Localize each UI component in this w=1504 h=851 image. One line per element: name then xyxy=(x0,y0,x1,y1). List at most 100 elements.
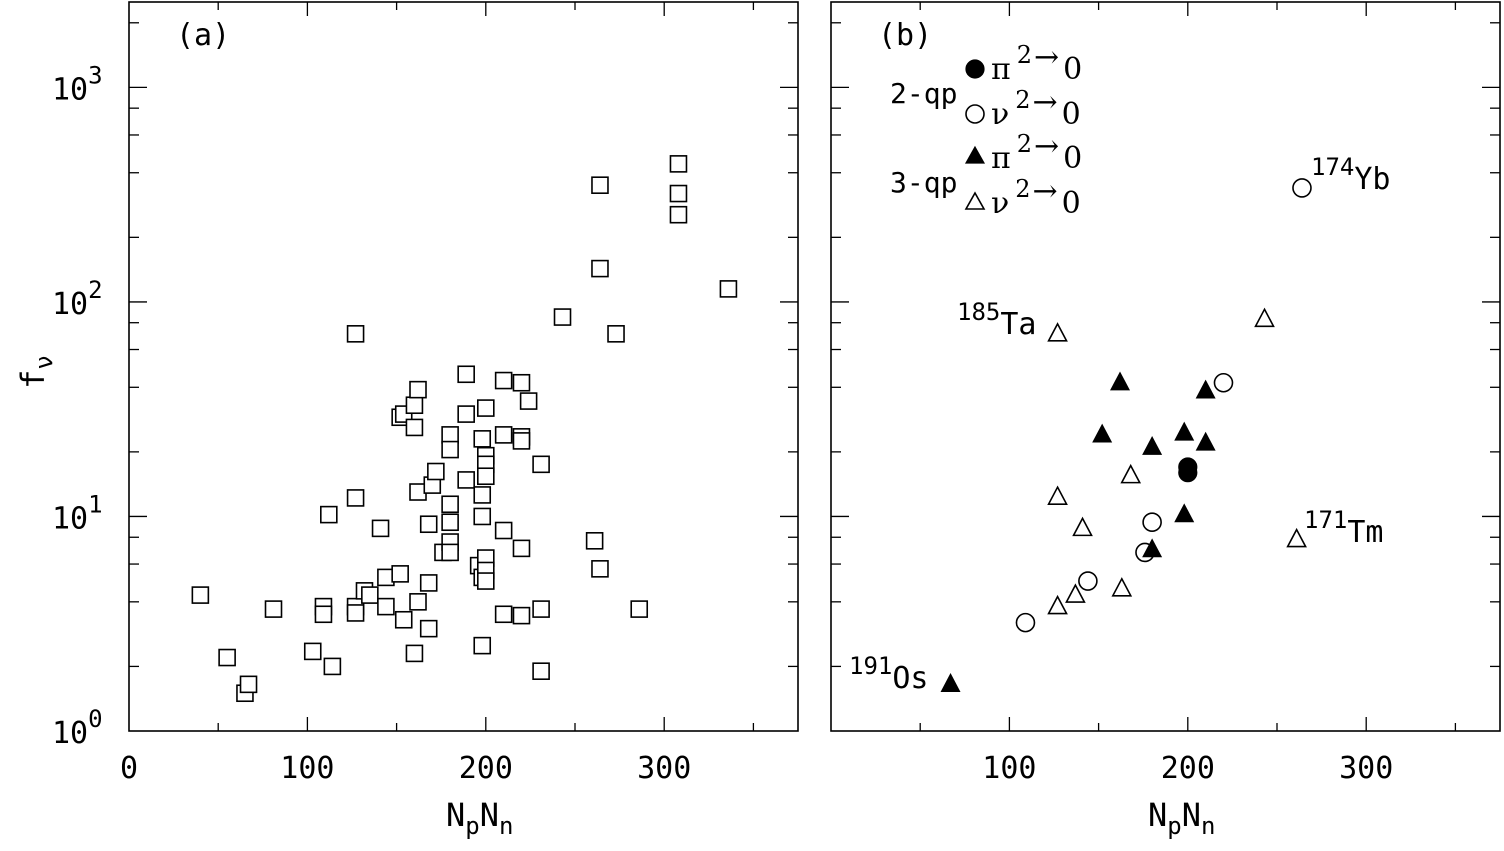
square-point xyxy=(239,675,258,694)
square-point xyxy=(377,597,395,616)
square-point xyxy=(473,486,492,504)
panel-b-label: (b) xyxy=(878,18,932,53)
square-point xyxy=(476,399,495,417)
open-circle-point xyxy=(1078,571,1098,591)
filled-triangle-point xyxy=(940,673,961,692)
legend: 2-qp 3-qp π 2→ 0 ν 2→ 0 π 2→ 0 ν 2→ 0 xyxy=(890,40,1082,221)
panel-a-ticks xyxy=(129,2,798,731)
square-point xyxy=(512,373,531,392)
x-tick-label: 300 xyxy=(637,751,691,786)
x-tick-label: 200 xyxy=(1161,751,1215,786)
square-point xyxy=(346,325,365,343)
panel-b-points xyxy=(940,178,1312,692)
square-point xyxy=(320,505,338,524)
filled-triangle-point xyxy=(1142,436,1163,455)
square-point xyxy=(441,543,459,562)
square-point xyxy=(494,521,513,540)
square-point xyxy=(669,155,688,173)
open-triangle-point xyxy=(1286,527,1307,548)
square-point xyxy=(314,605,333,624)
panel-b-x-axis-label: NpNn xyxy=(1148,796,1215,840)
square-point xyxy=(457,471,475,489)
open-circle-point xyxy=(1142,512,1162,533)
square-point xyxy=(669,184,688,203)
legend-marker-open-circle xyxy=(965,104,985,124)
square-point xyxy=(512,432,531,450)
open-triangle-point xyxy=(1072,516,1093,537)
square-point xyxy=(473,636,492,655)
square-point xyxy=(441,513,459,532)
x-tick-label: 100 xyxy=(982,751,1036,786)
square-point xyxy=(405,644,424,663)
square-point xyxy=(607,325,625,343)
filled-triangle-point xyxy=(1174,503,1195,523)
square-point xyxy=(323,657,342,676)
panel-b-x-tick-labels: 100 200 300 xyxy=(982,751,1393,786)
square-point xyxy=(409,593,427,611)
square-point xyxy=(494,371,513,390)
square-point xyxy=(512,539,531,558)
panel-a-x-axis-label: NpNn xyxy=(446,796,513,840)
square-point xyxy=(441,426,459,444)
square-point xyxy=(512,606,531,625)
filled-triangle-point xyxy=(1174,421,1195,441)
square-point xyxy=(476,467,495,486)
filled-triangle-point xyxy=(1142,538,1163,558)
panel-b: 100 200 300 (b) NpNn 2-qp 3-qp π 2→ 0 ν 2→ 0 π… xyxy=(830,1,1501,840)
open-triangle-point xyxy=(1111,577,1133,597)
panel-a-y-tick-labels: 100 101 102 103 xyxy=(52,61,103,751)
square-point xyxy=(303,642,322,661)
x-tick-label: 300 xyxy=(1339,751,1393,786)
square-point xyxy=(361,586,379,604)
square-point xyxy=(419,574,438,592)
panel-b-frame xyxy=(830,1,1501,732)
open-circle-point xyxy=(1015,612,1036,633)
legend-entry-4: ν 2→ 0 xyxy=(991,174,1081,221)
square-point xyxy=(553,308,572,326)
legend-entry-3: π 2→ 0 xyxy=(991,129,1082,176)
panel-a-frame xyxy=(128,1,799,732)
annotation-171tm: 171Tm xyxy=(1304,506,1383,550)
legend-marker-filled-triangle xyxy=(964,145,986,164)
panel-a-points xyxy=(191,155,738,703)
square-point xyxy=(419,515,438,534)
panel-a-label: (a) xyxy=(176,18,230,53)
square-point xyxy=(669,205,688,224)
square-point xyxy=(532,662,550,680)
square-point xyxy=(585,532,604,550)
square-point xyxy=(405,396,424,415)
square-point xyxy=(391,565,409,583)
filled-triangle-point xyxy=(1195,431,1216,451)
open-triangle-point xyxy=(1047,322,1068,342)
square-point xyxy=(457,405,475,423)
y-tick-label: 102 xyxy=(52,276,103,322)
filled-triangle-point xyxy=(1110,371,1131,391)
annotation-185ta: 185Ta xyxy=(957,298,1036,342)
square-point xyxy=(457,365,475,384)
square-point xyxy=(591,259,609,278)
filled-circle-point xyxy=(1178,463,1198,483)
square-point xyxy=(346,604,365,622)
square-point xyxy=(419,619,438,638)
panel-a: 0 100 200 300 100 101 102 103 (a) NpNn fν xyxy=(14,1,799,840)
square-point xyxy=(532,600,550,618)
open-circle-point xyxy=(1213,372,1234,393)
legend-group-3qp: 3-qp xyxy=(890,166,957,199)
panel-b-ticks xyxy=(831,2,1500,731)
square-point xyxy=(441,495,459,514)
filled-triangle-point xyxy=(1092,423,1113,443)
open-circle-point xyxy=(1292,178,1312,198)
x-tick-label: 100 xyxy=(280,751,334,786)
legend-marker-open-triangle xyxy=(964,191,986,210)
square-point xyxy=(591,560,609,578)
x-tick-label: 0 xyxy=(120,751,138,786)
annotation-174yb: 174Yb xyxy=(1311,153,1390,197)
square-point xyxy=(476,572,495,590)
x-tick-label: 200 xyxy=(459,751,513,786)
square-point xyxy=(630,600,649,618)
y-tick-label: 100 xyxy=(52,705,103,751)
y-tick-label: 103 xyxy=(52,61,103,107)
open-triangle-point xyxy=(1047,485,1068,505)
square-point xyxy=(494,426,513,444)
